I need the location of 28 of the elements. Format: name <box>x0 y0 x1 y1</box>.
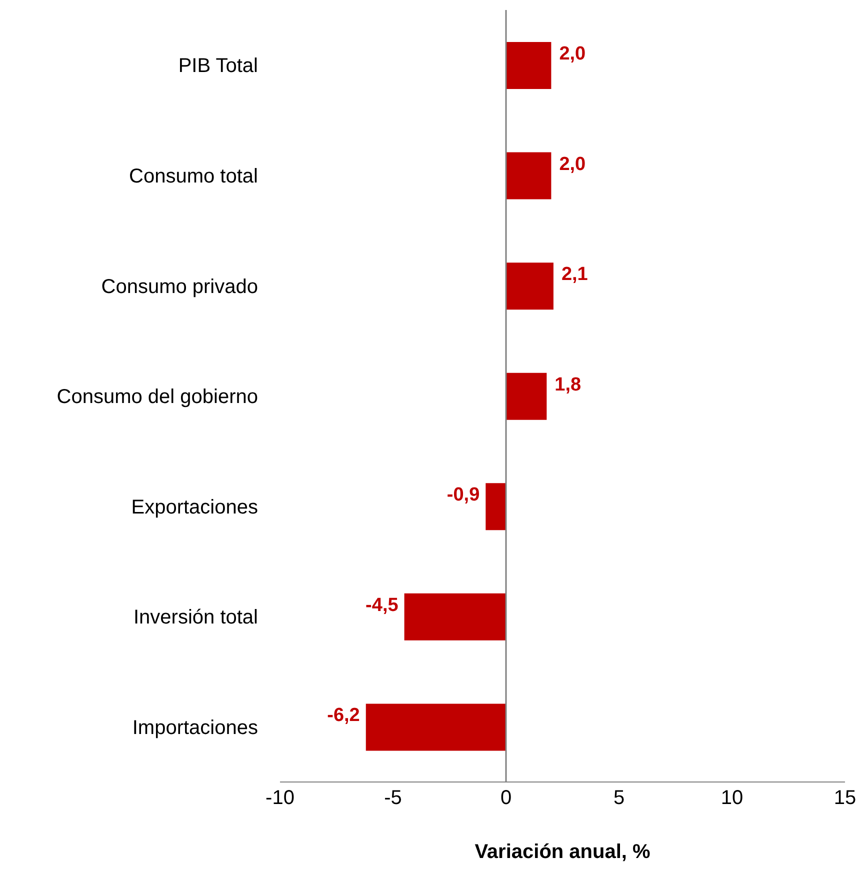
x-tick-label: 0 <box>500 787 512 810</box>
y-tick-label: Consumo privado <box>101 276 258 298</box>
y-tick-label: Importaciones <box>132 716 258 739</box>
y-tick-label: Consumo total <box>129 166 258 188</box>
y-tick-label: Consumo del gobierno <box>56 386 258 408</box>
y-tick-label: PIB Total <box>178 55 258 78</box>
bar <box>506 372 547 420</box>
bar <box>506 152 552 200</box>
bar <box>506 42 552 89</box>
data-label: 2,0 <box>559 44 586 64</box>
bar <box>506 262 554 310</box>
data-label: 2,1 <box>561 264 588 286</box>
bar <box>404 593 506 640</box>
data-label: 2,0 <box>559 154 586 175</box>
bar <box>486 483 506 530</box>
data-label: 1,8 <box>554 374 582 396</box>
x-tick-label: 5 <box>613 787 625 810</box>
bar <box>366 704 506 751</box>
y-tick-label: Inversión total <box>133 606 258 629</box>
data-label: -4,5 <box>366 594 399 616</box>
data-label: -0,9 <box>446 484 480 506</box>
x-axis-title: Variación anual, % <box>474 841 651 863</box>
x-tick-label: -5 <box>384 787 402 810</box>
y-tick-label: Exportaciones <box>131 496 258 518</box>
x-tick-label: 10 <box>720 787 744 810</box>
x-tick-label: 15 <box>834 787 856 810</box>
data-label: -6,2 <box>327 705 360 726</box>
x-tick-label: -10 <box>266 787 294 810</box>
